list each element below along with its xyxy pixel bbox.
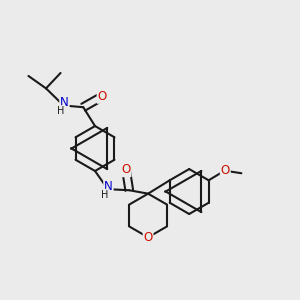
Text: O: O [143,231,153,244]
Text: H: H [57,106,64,116]
Text: O: O [122,164,131,176]
Text: N: N [60,96,69,109]
Text: O: O [98,90,107,103]
Text: N: N [104,180,113,193]
Text: H: H [101,190,109,200]
Text: O: O [221,164,230,177]
